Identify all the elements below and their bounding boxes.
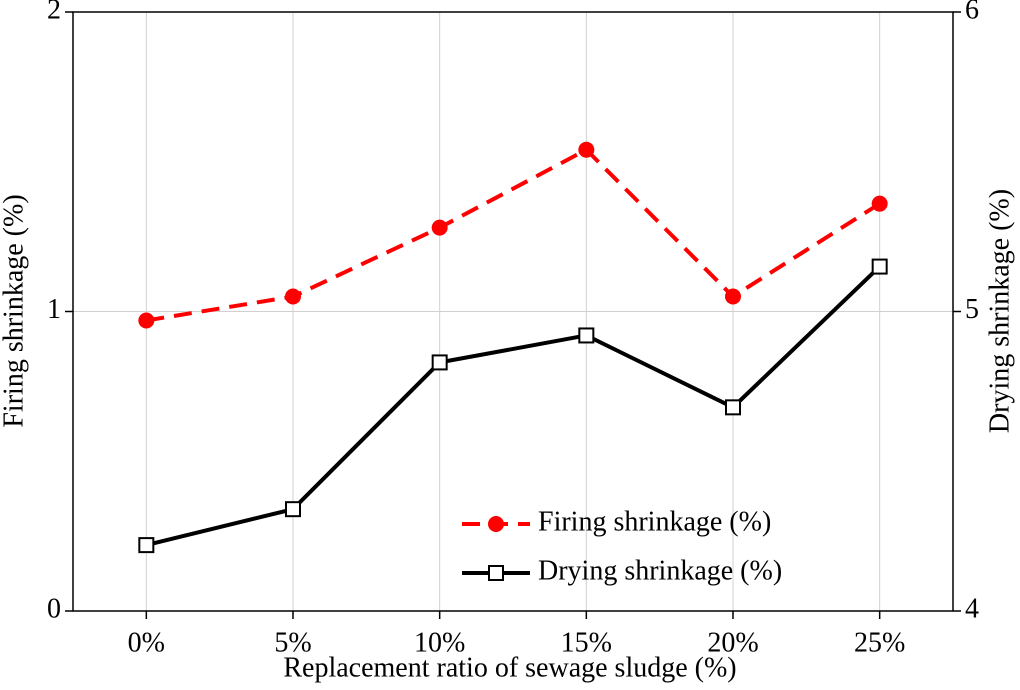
x-tick-label: 15% <box>561 627 612 658</box>
x-tick-label: 5% <box>274 627 311 658</box>
legend-marker <box>488 565 504 581</box>
legend-label: Firing shrinkage (%) <box>538 506 771 537</box>
data-point <box>725 288 741 305</box>
y2-axis-label: Drying shrinkage (%) <box>984 189 1015 433</box>
data-point <box>431 354 448 371</box>
plot-frame <box>72 11 954 612</box>
y2-tick-label: 5 <box>965 294 979 325</box>
x-tick-label: 25% <box>854 627 905 658</box>
y-tick-label: 1 <box>47 294 61 325</box>
data-point <box>285 501 301 518</box>
y-tick-label: 0 <box>47 593 61 624</box>
data-point <box>138 537 155 554</box>
data-point <box>138 312 155 329</box>
data-point <box>431 219 448 236</box>
x-tick-label: 0% <box>128 627 165 658</box>
x-tick-label: 10% <box>414 627 465 658</box>
data-point <box>578 327 595 344</box>
y2-tick-label: 6 <box>965 0 979 25</box>
data-point <box>578 141 595 158</box>
y2-tick-label: 4 <box>965 593 979 624</box>
data-point <box>871 258 888 275</box>
x-tick-label: 20% <box>707 627 758 658</box>
y-tick-label: 2 <box>47 0 61 25</box>
legend-marker <box>488 516 504 532</box>
series-line <box>145 265 882 548</box>
series-line <box>146 147 881 323</box>
y-axis-label: Firing shrinkage (%) <box>0 194 29 427</box>
x-axis-label: Replacement ratio of sewage sludge (%) <box>283 652 736 683</box>
data-point <box>871 195 888 212</box>
data-point <box>285 288 301 305</box>
legend-label: Drying shrinkage (%) <box>538 555 782 586</box>
data-point <box>725 399 741 416</box>
